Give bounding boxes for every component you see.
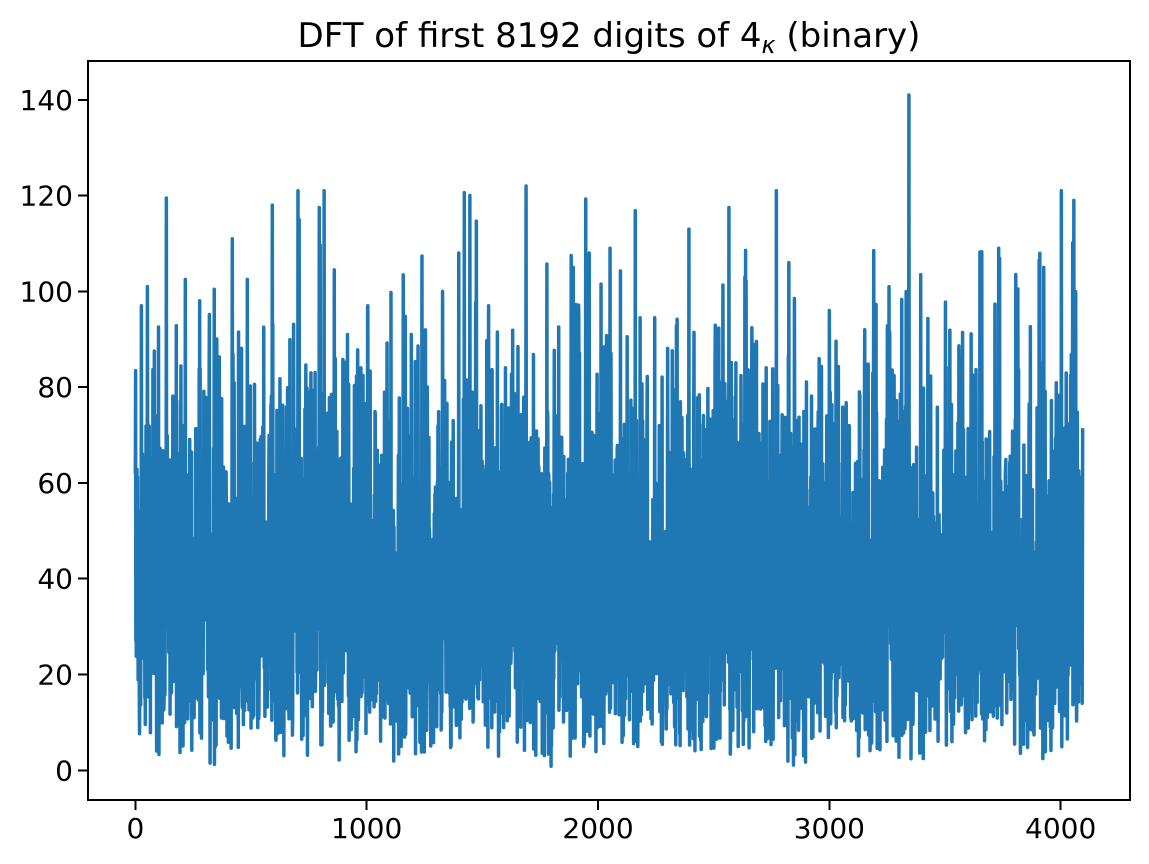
x-tick-label: 1000 [331,812,402,845]
chart-title: DFT of first 8192 digits of 4κ (binary) [298,19,921,58]
chart-title-prefix: DFT of first 8192 digits of 4 [297,16,762,56]
x-tick-label: 4000 [1025,812,1096,845]
x-tick-label: 0 [126,812,144,845]
y-tick-label: 20 [37,659,73,692]
y-tick-label: 0 [55,754,73,787]
x-tick-label: 3000 [794,812,865,845]
y-axis-ticks: 0 20 40 60 80 100 120 140 [20,84,88,787]
y-tick-label: 80 [37,371,73,404]
dft-magnitude-series [133,93,1085,768]
y-tick-label: 100 [20,275,73,308]
y-tick-label: 40 [37,563,73,596]
chart-title-suffix: (binary) [775,16,921,56]
x-tick-label: 2000 [562,812,633,845]
y-tick-label: 60 [37,467,73,500]
chart-title-subscript: κ [761,30,776,59]
y-tick-label: 120 [20,180,73,213]
x-axis-ticks: 0 1000 2000 3000 4000 [126,800,1096,845]
axes-spines [87,60,1131,801]
axes-border [87,60,1131,801]
dft-magnitude-line [133,93,1085,768]
y-tick-label: 140 [20,84,73,117]
